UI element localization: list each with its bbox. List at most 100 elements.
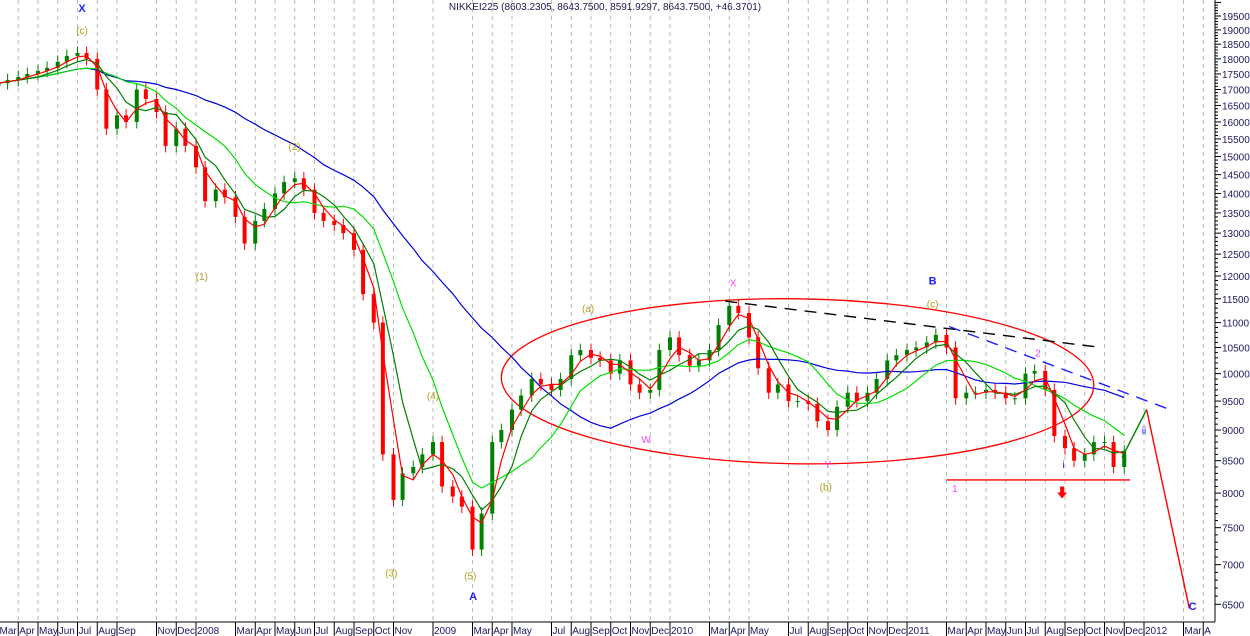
x-tick-label: Sep: [1066, 626, 1084, 636]
x-tick-label: Jun: [296, 626, 312, 636]
price-bar: [637, 384, 642, 393]
y-tick-label: 18500: [1222, 40, 1250, 51]
price-bar: [964, 392, 969, 399]
x-tick-label: Jul: [316, 626, 329, 636]
price-bar: [1063, 436, 1067, 449]
price-bar: [657, 350, 662, 390]
wave-label: B: [929, 275, 937, 287]
x-tick-label: Dec: [888, 626, 906, 636]
x-tick-label: Mar: [948, 626, 966, 636]
price-bar: [578, 350, 583, 356]
price-bar: [55, 61, 60, 68]
x-tick-label: Apr: [967, 626, 983, 636]
x-tick-label: 2008: [197, 626, 220, 636]
wave-label: (5): [464, 571, 476, 582]
x-tick-label: Apr: [493, 626, 509, 636]
price-bar: [361, 249, 366, 295]
price-bar: [352, 233, 356, 250]
x-tick-label: Aug: [1046, 626, 1064, 636]
price-bar: [668, 337, 672, 351]
wave-label: Y: [824, 460, 831, 471]
moving-average-line: [0, 67, 1125, 489]
y-tick-label: 15000: [1222, 152, 1250, 163]
y-tick-label: 16500: [1222, 101, 1250, 112]
y-tick-label: 6500: [1222, 600, 1245, 611]
price-bar: [747, 312, 751, 338]
price-bar: [490, 442, 495, 514]
y-tick-label: 17500: [1222, 70, 1250, 81]
x-tick-label: Mar: [711, 626, 729, 636]
x-tick-label: Aug: [98, 626, 116, 636]
price-bar: [273, 193, 277, 209]
y-tick-label: 13500: [1222, 209, 1250, 220]
price-bar: [242, 216, 247, 244]
x-tick-label: May: [987, 626, 1006, 636]
wave-label: (3): [385, 568, 397, 579]
price-bar: [1003, 392, 1008, 399]
price-bar: [815, 403, 820, 422]
price-bar: [874, 379, 879, 393]
price-bar: [766, 368, 771, 393]
price-bar: [707, 350, 712, 361]
price-bar: [677, 337, 682, 356]
price-bar: [1012, 398, 1017, 400]
y-tick-label: 18000: [1222, 55, 1250, 66]
price-bar: [727, 305, 732, 326]
price-bar: [549, 384, 554, 390]
price-bar: [104, 89, 109, 129]
price-bar: [420, 454, 425, 467]
x-tick-label: Aug: [335, 626, 353, 636]
x-tick-label: Jul: [79, 626, 92, 636]
x-tick-label: Dec: [177, 626, 195, 636]
wave-label: (b): [820, 482, 832, 493]
price-bar: [450, 486, 455, 497]
wave-label: (c): [927, 299, 939, 310]
price-bar: [262, 208, 267, 221]
x-tick-label: Nov: [1106, 626, 1124, 636]
price-bar: [529, 379, 534, 396]
price-bar: [826, 421, 830, 431]
x-tick-label: Mar: [474, 626, 492, 636]
price-bar: [213, 189, 218, 202]
trendline: [725, 300, 1102, 349]
price-bar: [538, 379, 543, 385]
y-tick-label: 10000: [1222, 370, 1250, 381]
price-bar: [332, 220, 337, 225]
down-arrow-icon: [1057, 486, 1068, 499]
y-tick-label: 9000: [1222, 426, 1245, 437]
wave-label: W: [641, 435, 651, 446]
x-tick-label: Dec: [651, 626, 669, 636]
y-tick-label: 15500: [1222, 135, 1250, 146]
wave-label: X: [78, 3, 86, 15]
price-bar: [233, 197, 238, 217]
price-bar: [973, 392, 978, 394]
price-bar: [1111, 442, 1116, 467]
price-bar: [203, 167, 208, 202]
price-bar: [1122, 451, 1127, 467]
wave-label: 2: [1035, 349, 1041, 360]
price-bar: [617, 360, 622, 374]
y-tick-label: 19500: [1222, 12, 1250, 23]
x-tick-label: Jul: [553, 626, 566, 636]
wave-label: (4): [427, 391, 439, 402]
y-tick-label: 13000: [1222, 229, 1250, 240]
y-tick-label: 7500: [1222, 524, 1245, 535]
trendlines: [725, 300, 1191, 609]
wave-label: X: [730, 279, 737, 290]
price-bar: [253, 220, 258, 244]
price-bar: [183, 128, 188, 146]
y-tick-label: 11500: [1222, 295, 1250, 306]
price-bar: [75, 52, 80, 56]
x-tick-label: Dec: [1125, 626, 1143, 636]
trendline: [1145, 409, 1191, 609]
wave-label: (a): [582, 304, 594, 315]
price-bar: [95, 58, 100, 90]
x-tick-label: Sep: [118, 626, 136, 636]
price-bar: [16, 77, 21, 81]
price-bar: [1102, 442, 1107, 444]
price-bar: [64, 55, 69, 62]
price-bar: [321, 212, 326, 221]
y-tick-label: 19000: [1222, 26, 1250, 37]
x-tick-label: Oct: [1086, 626, 1102, 636]
